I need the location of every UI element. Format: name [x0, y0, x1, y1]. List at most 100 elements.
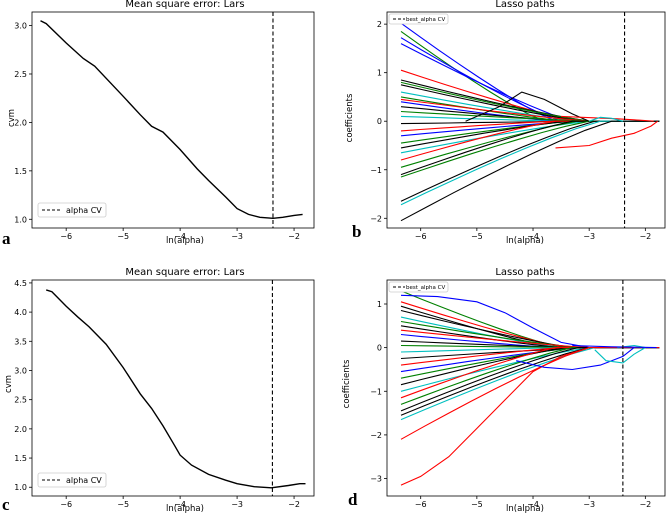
panel-b-series-24 — [400, 120, 660, 178]
panel-d-title: Lasso paths — [495, 267, 554, 278]
panel-b-series-28 — [465, 91, 590, 122]
panel-d: Lasso paths d ln(alpha) coefficients −6 −… — [342, 267, 666, 514]
panel-d-series-21 — [400, 347, 660, 412]
panel-d-series-27 — [594, 347, 646, 364]
panel-d-series-18 — [400, 347, 660, 392]
panel-b-series-19 — [400, 120, 660, 149]
panel-d-ylabel: coefficients — [342, 359, 352, 408]
panel-d-xtick-label: −3 — [583, 500, 595, 509]
panel-a-xtick-label: −5 — [117, 232, 129, 241]
panel-c-ytick-label: 2.0 — [14, 425, 27, 434]
panel-c-ytick-label: 4.0 — [14, 308, 27, 317]
panel-b-title: Lasso paths — [495, 0, 554, 10]
panel-c-ytick-label: 2.5 — [14, 396, 27, 405]
panel-c-ylabel: cvm — [4, 375, 14, 393]
panel-b-xtick-label: −3 — [583, 232, 595, 241]
panel-d-series-8 — [400, 329, 660, 349]
panel-b-series-11 — [400, 101, 660, 122]
panel-b-series-0 — [400, 22, 660, 122]
panel-a-ytick-label: 2.0 — [14, 118, 27, 127]
panel-a-legend-label: alpha CV — [66, 206, 102, 215]
panel-d-series-26 — [516, 347, 635, 371]
panel-c-xtick-label: −6 — [60, 500, 72, 509]
panel-b-series-31 — [589, 116, 624, 122]
panel-a-letter: a — [2, 229, 11, 248]
panel-c-legend-box — [37, 472, 107, 488]
panel-b-xtick-label: −6 — [415, 232, 427, 241]
panel-d-ytick-label: 0 — [377, 344, 382, 353]
panel-b-series-20 — [400, 120, 660, 154]
panel-d-series-22 — [400, 347, 660, 416]
panel-d-xtick-label: −4 — [527, 500, 539, 509]
panel-a-xtick-label: −6 — [60, 232, 72, 241]
panel-d-letter: d — [348, 490, 358, 509]
panel-a-legend-box — [37, 202, 107, 218]
panel-b-ytick-label: 0 — [377, 117, 382, 126]
panel-b-series-13 — [400, 110, 660, 122]
panel-b-series-6 — [400, 81, 660, 122]
panel-b-xtick-label: −4 — [527, 232, 539, 241]
panel-d-ytick-label: −2 — [370, 431, 382, 440]
panel-d-legend-box — [388, 281, 449, 293]
panel-c-xtick-label: −3 — [231, 500, 243, 509]
panel-b-ylabel: coefficients — [345, 93, 355, 142]
panel-d-series-7 — [400, 325, 660, 349]
panel-b-ytick-label: −2 — [370, 214, 382, 223]
panel-b-series-30 — [561, 115, 654, 122]
panel-d-series-20 — [400, 347, 660, 405]
panel-c-ytick-label: 3.0 — [14, 366, 27, 375]
panel-a-xlabel: ln(alpha) — [166, 236, 204, 246]
panel-d-series-16 — [400, 347, 660, 379]
panel-c-legend-label: alpha CV — [66, 476, 102, 485]
panel-a-ytick-label: 1.0 — [14, 215, 27, 224]
panel-d-axes-frame — [386, 279, 666, 497]
panel-b-legend-label: best_alpha CV — [406, 17, 445, 23]
panel-b-xtick-label: −5 — [471, 232, 483, 241]
panel-b-series-27 — [400, 120, 660, 222]
panel-b-ytick-label: 2 — [377, 20, 382, 29]
panel-a-xtick-label: −3 — [231, 232, 243, 241]
panel-a-xtick-label: −4 — [174, 232, 186, 241]
panel-c: Mean square error: Lars c ln(alpha) cvm … — [2, 267, 315, 514]
panel-d-series-1 — [400, 294, 590, 349]
panel-c-ytick-label: 1.0 — [14, 483, 27, 492]
panel-b-series-16 — [400, 120, 660, 132]
panel-a-ytick-label: 1.5 — [14, 167, 27, 176]
panel-a-series-0 — [40, 20, 303, 220]
panel-a-axes-frame — [31, 11, 315, 229]
panel-b-axes-frame — [386, 11, 666, 229]
panel-d-xtick-label: −6 — [415, 500, 427, 509]
panel-d-series-17 — [400, 347, 660, 386]
panel-d-xtick-label: −5 — [471, 500, 483, 509]
panel-d-ytick-label: −1 — [370, 387, 382, 396]
panel-b-series-26 — [400, 120, 660, 206]
panel-a-ytick-label: 3.0 — [14, 22, 27, 31]
panel-b-ytick-label: 1 — [377, 69, 382, 78]
panel-d-ytick-label: −3 — [370, 475, 382, 484]
panel-b-letter: b — [352, 222, 361, 241]
panel-c-xtick-label: −4 — [174, 500, 186, 509]
panel-b-series-23 — [400, 120, 660, 176]
panel-d-xtick-label: −2 — [639, 500, 651, 509]
panel-d-series-25 — [400, 347, 590, 486]
panel-b-ytick-label: −1 — [370, 166, 382, 175]
panel-b-series-29 — [555, 120, 659, 149]
panel-b-series-25 — [400, 120, 660, 202]
panel-c-ytick-label: 3.5 — [14, 337, 27, 346]
panel-a-title: Mean square error: Lars — [125, 0, 244, 10]
panel-d-legend-label: best_alpha CV — [406, 285, 445, 291]
panel-d-xlabel: ln(alpha) — [506, 504, 544, 514]
panel-d-series-19 — [400, 347, 660, 399]
panel-c-title: Mean square error: Lars — [125, 267, 244, 278]
panel-b-xtick-label: −2 — [639, 232, 651, 241]
panel-c-xtick-label: −5 — [117, 500, 129, 509]
panel-c-letter: c — [2, 495, 10, 514]
panel-c-series-0 — [45, 289, 306, 489]
panel-c-ytick-label: 1.5 — [14, 454, 27, 463]
panel-a-ylabel: cvm — [7, 109, 17, 127]
panel-b-series-22 — [400, 120, 660, 168]
panel-c-xlabel: ln(alpha) — [166, 504, 204, 514]
panel-a-ytick-label: 2.5 — [14, 70, 27, 79]
panel-c-xtick-label: −2 — [288, 500, 300, 509]
